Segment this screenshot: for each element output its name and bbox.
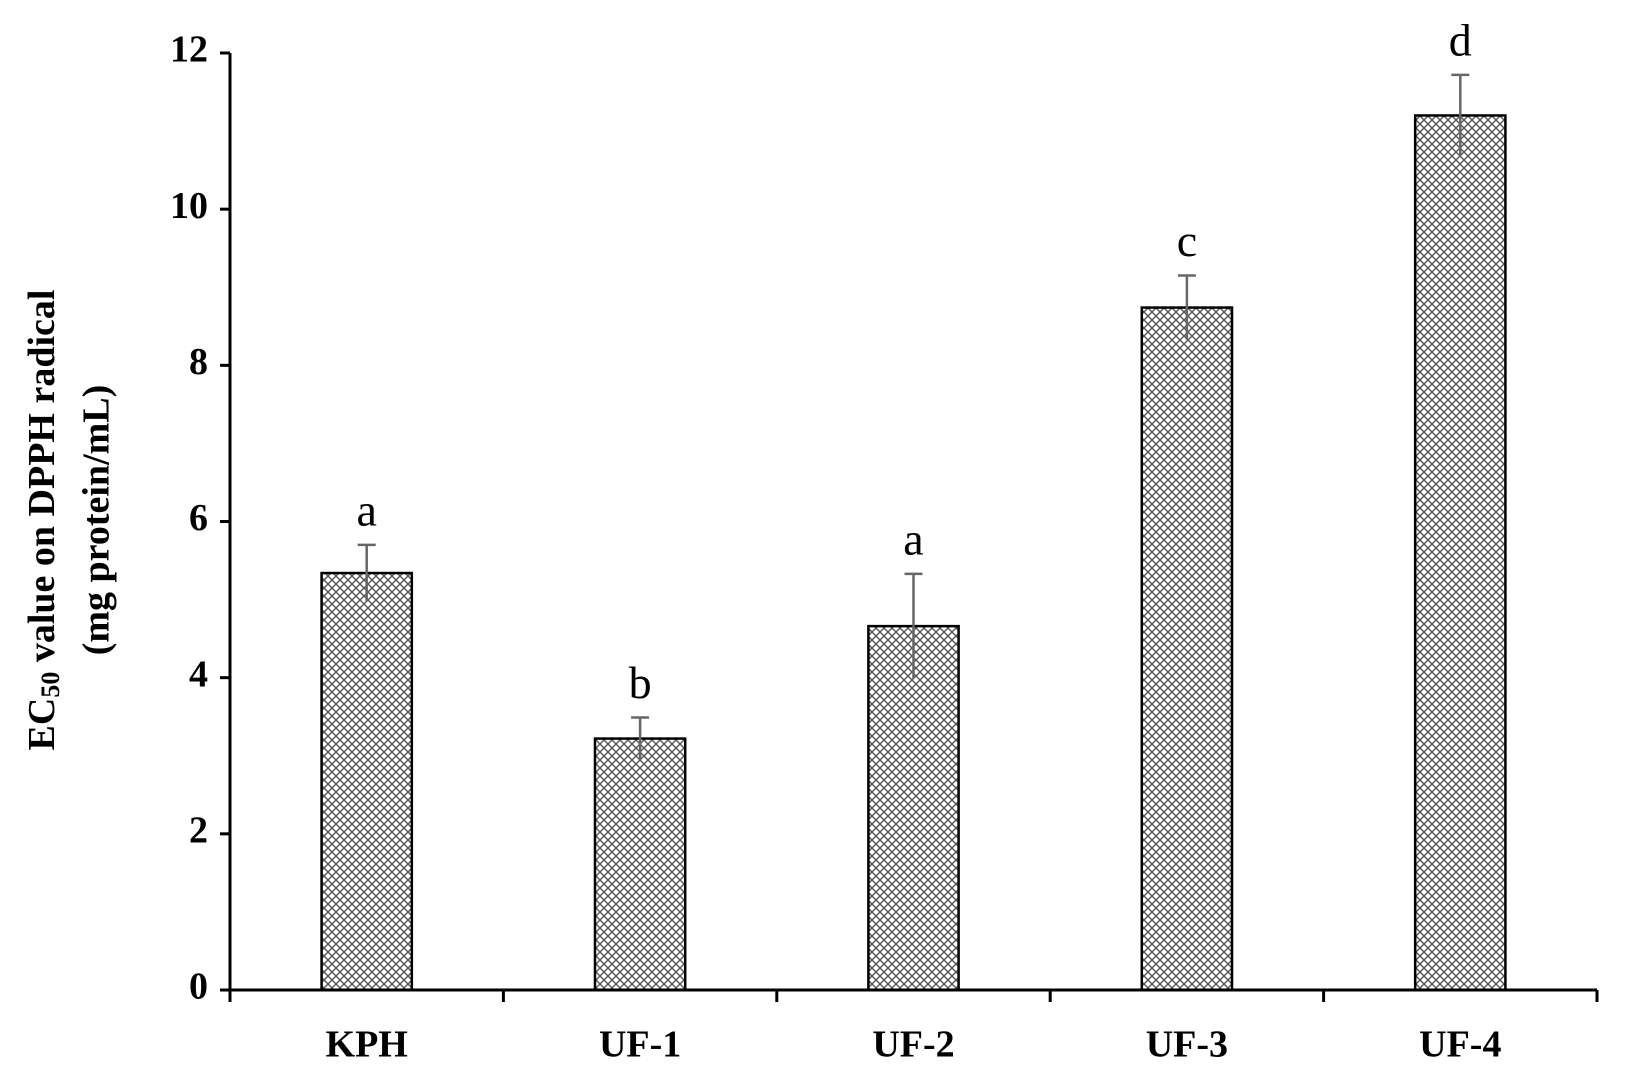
x-tick-label: UF-1 (599, 1024, 681, 1066)
annotation: c (1177, 215, 1197, 266)
y-tick-label: 2 (189, 810, 208, 852)
y-label-sub: 50 (36, 672, 65, 698)
y-label-rest: value on DPPH radical (21, 290, 63, 672)
x-tick-label: UF-4 (1419, 1024, 1501, 1066)
x-tick-label: UF-3 (1146, 1024, 1228, 1066)
bar (1140, 306, 1234, 992)
y-label-main: EC (21, 698, 63, 751)
y-tick-label: 6 (189, 497, 208, 539)
y-axis-label: EC50 value on DPPH radical (21, 290, 65, 751)
y-tick-label: 0 (189, 966, 208, 1008)
x-tick-label: UF-2 (872, 1024, 954, 1066)
y-tick-label: 8 (189, 341, 208, 383)
x-tick-label: KPH (326, 1024, 408, 1066)
bar (320, 571, 414, 992)
annotation: d (1449, 14, 1472, 65)
y-tick-label: 10 (170, 185, 208, 227)
bar (867, 624, 960, 992)
bar (593, 737, 687, 992)
bar (1413, 114, 1507, 992)
annotation: a (356, 484, 376, 535)
annotation: b (629, 657, 652, 708)
annotation: a (903, 513, 923, 564)
y-axis-label-2: (mg protein/mL) (76, 385, 118, 656)
y-tick-label: 4 (189, 653, 208, 695)
y-tick-label: 12 (170, 29, 208, 71)
